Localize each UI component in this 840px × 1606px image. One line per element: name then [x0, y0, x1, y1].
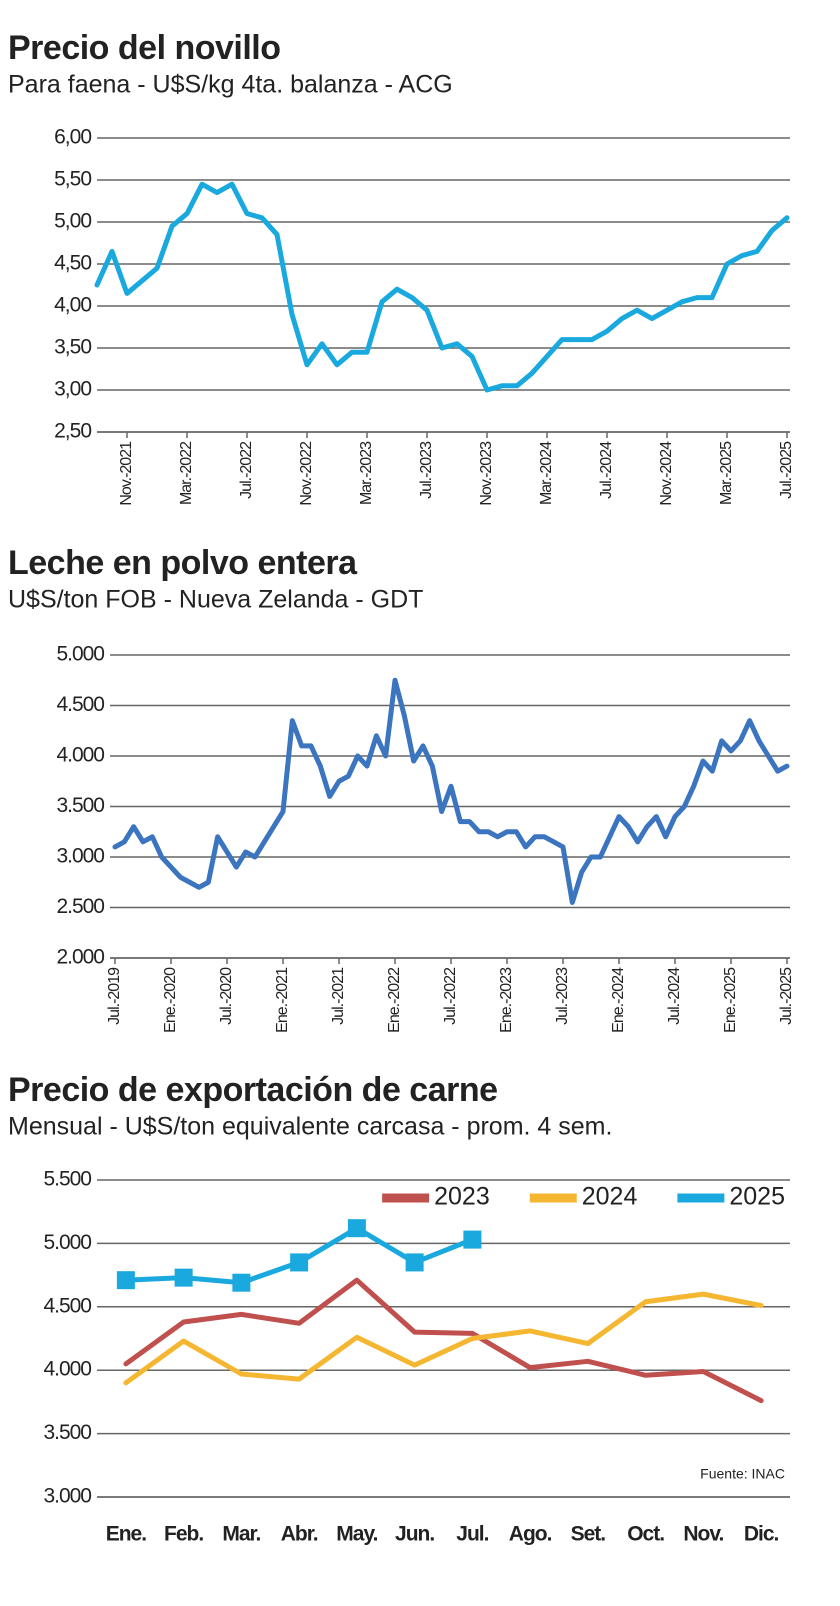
y-tick-label: 5.000: [56, 643, 104, 666]
y-tick-label: 3.500: [43, 1421, 91, 1444]
data-marker: [232, 1273, 251, 1292]
x-tick-label: Mar.-2025: [718, 441, 735, 505]
x-tick-label: Ene.-2021: [274, 967, 291, 1033]
x-tick-label: Nov.-2021: [118, 441, 135, 506]
x-tick-label: Mar.-2022: [178, 441, 195, 505]
x-tick-label: Jul.-2022: [238, 441, 255, 499]
x-tick-label: Jul.-2025: [778, 967, 795, 1025]
x-tick-label: Jul.-2024: [666, 967, 683, 1025]
x-tick-label: Jul.-2023: [554, 967, 571, 1025]
x-tick-label: Jul.-2023: [418, 441, 435, 499]
x-tick-label: Nov.-2024: [658, 441, 675, 506]
x-tick-label: Ene.-2020: [162, 967, 179, 1033]
y-tick-label: 5.000: [43, 1231, 91, 1254]
data-marker: [405, 1253, 424, 1272]
y-tick-label: 3.000: [56, 845, 104, 868]
legend-label: 2023: [434, 1183, 490, 1211]
y-tick-label: 4.000: [43, 1358, 91, 1381]
data-marker: [290, 1253, 309, 1272]
y-tick-label: 4.500: [43, 1294, 91, 1317]
x-tick-label: Jul.-2024: [598, 441, 615, 499]
x-tick-label: May.: [336, 1523, 377, 1546]
x-tick-label: Mar.-2023: [358, 441, 375, 505]
y-tick-label: 4.500: [56, 693, 104, 716]
y-tick-label: 4,00: [54, 294, 91, 317]
x-tick-label: Ene.-2024: [610, 967, 627, 1033]
data-marker: [116, 1271, 135, 1290]
data-line: [123, 1277, 764, 1404]
data-marker: [347, 1219, 366, 1238]
x-tick-label: Jul.-2022: [442, 967, 459, 1025]
source-note: Fuente: INAC: [700, 1466, 785, 1482]
x-tick-label: Feb.: [164, 1523, 203, 1546]
chart-subtitle: Mensual - U$S/ton equivalente carcasa - …: [8, 1113, 612, 1141]
y-tick-label: 4,50: [54, 252, 91, 275]
y-tick-label: 4.000: [56, 744, 104, 767]
y-tick-label: 5.500: [43, 1168, 91, 1191]
y-tick-label: 6,00: [54, 126, 91, 149]
x-tick-label: Jul.-2021: [330, 967, 347, 1025]
y-tick-label: 2.000: [56, 946, 104, 969]
x-tick-label: Jul.-2020: [218, 967, 235, 1025]
chart-subtitle: U$S/ton FOB - Nueva Zelanda - GDT: [8, 586, 423, 614]
x-tick-label: Jul.-2019: [106, 967, 123, 1025]
x-tick-label: Jun.: [395, 1523, 434, 1546]
data-marker: [463, 1230, 482, 1249]
x-tick-label: Ago.: [509, 1523, 552, 1546]
chart-title: Precio de exportación de carne: [8, 1071, 498, 1109]
chart-subtitle: Para faena - U$S/kg 4ta. balanza - ACG: [8, 71, 453, 99]
x-tick-label: Ene.-2022: [386, 967, 403, 1033]
legend-label: 2024: [582, 1183, 638, 1211]
y-tick-label: 3.500: [56, 794, 104, 817]
chart-title: Precio del novillo: [8, 29, 281, 67]
y-tick-label: 5,50: [54, 168, 91, 191]
y-tick-label: 3.000: [43, 1485, 91, 1508]
y-tick-label: 2,50: [54, 420, 91, 443]
data-line: [112, 677, 790, 905]
x-tick-label: Dic.: [744, 1523, 779, 1546]
legend-label: 2025: [729, 1183, 785, 1211]
x-tick-label: Nov.-2022: [298, 441, 315, 506]
x-tick-label: Ene.-2025: [722, 967, 739, 1033]
x-tick-label: Oct.: [627, 1523, 664, 1546]
data-line: [94, 181, 790, 393]
data-line: [123, 1291, 764, 1386]
y-tick-label: 3,50: [54, 336, 91, 359]
y-tick-label: 2.500: [56, 895, 104, 918]
x-tick-label: Ene.-2023: [498, 967, 515, 1033]
data-marker: [174, 1268, 193, 1287]
y-tick-label: 5,00: [54, 210, 91, 233]
x-tick-label: Set.: [571, 1523, 606, 1546]
x-tick-label: Jul.: [456, 1523, 488, 1546]
chart-title: Leche en polvo entera: [8, 544, 358, 582]
x-tick-label: Abr.: [281, 1523, 318, 1546]
x-tick-label: Mar.-2024: [538, 441, 555, 505]
x-tick-label: Nov.-2023: [478, 441, 495, 506]
x-tick-label: Ene.: [106, 1523, 147, 1546]
x-tick-label: Mar.: [222, 1523, 260, 1546]
x-tick-label: Nov.: [683, 1523, 723, 1546]
y-tick-label: 3,00: [54, 378, 91, 401]
x-tick-label: Jul.-2025: [778, 441, 795, 499]
